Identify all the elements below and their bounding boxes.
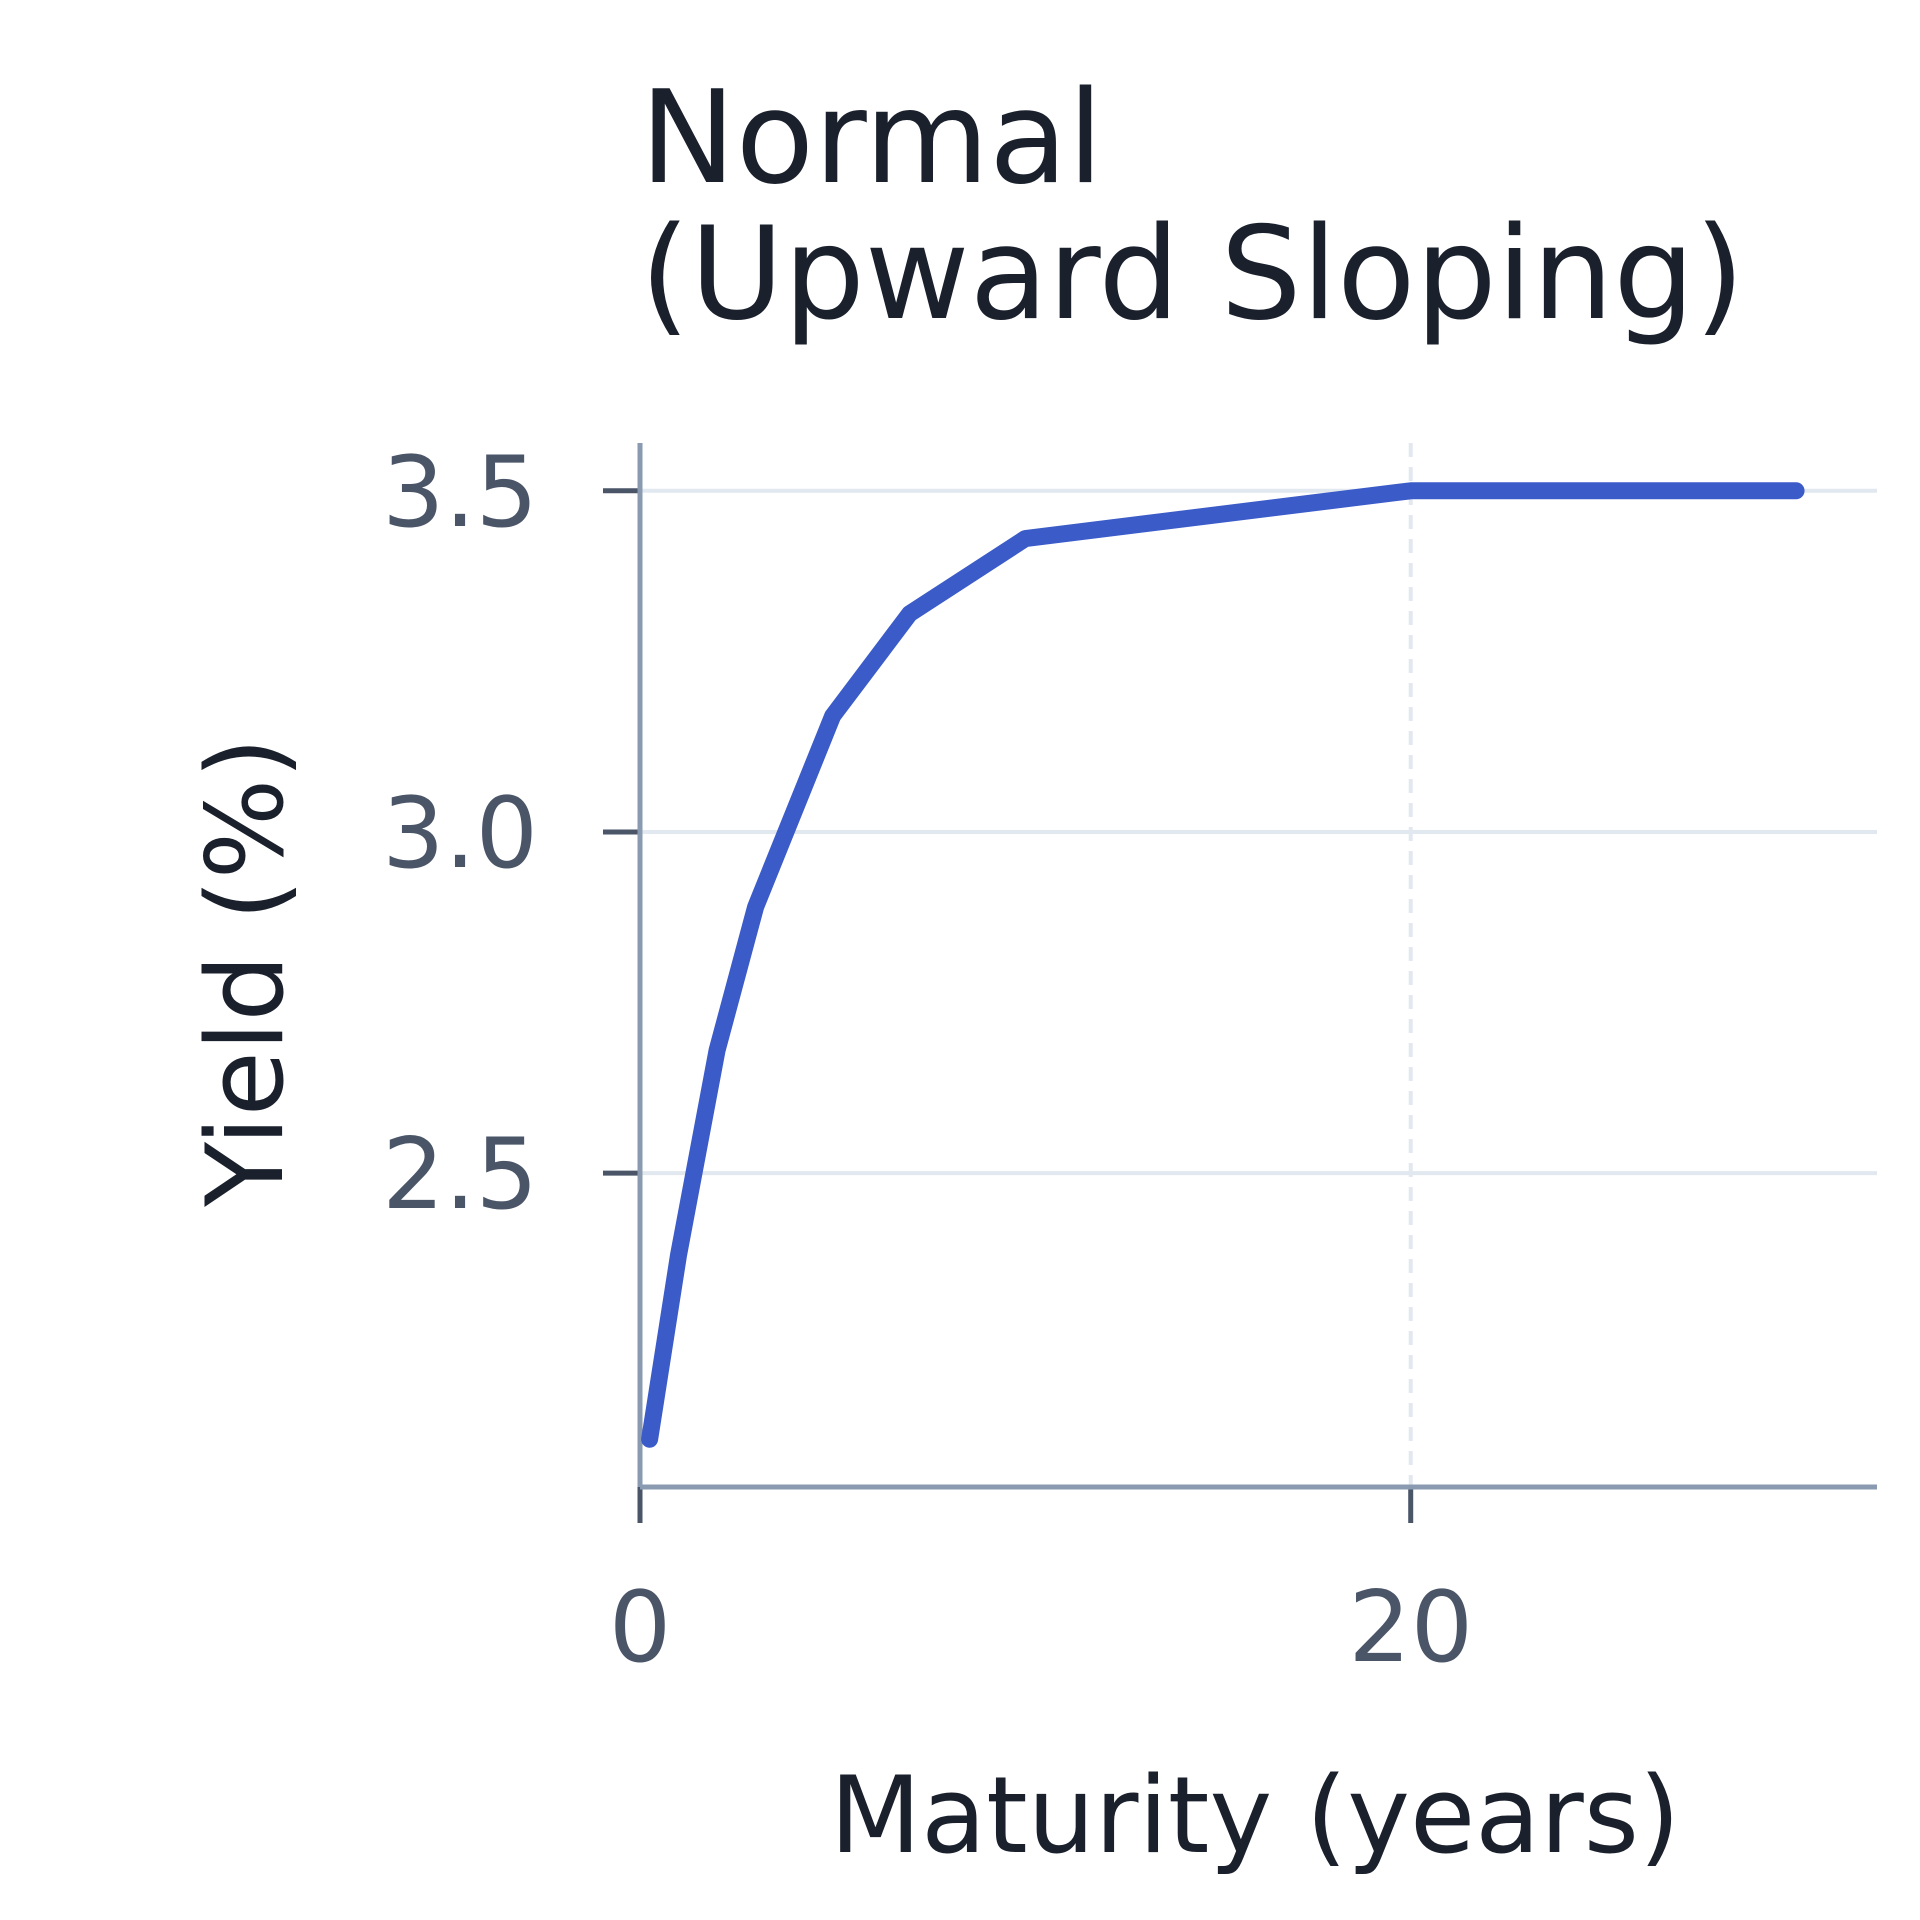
y-tick-label: 3.0	[382, 777, 538, 891]
chart-title: Normal	[640, 64, 1103, 213]
data-line	[641, 482, 1805, 1448]
x-tick-label: 0	[609, 1571, 671, 1685]
chart-title: (Upward Sloping)	[640, 200, 1745, 349]
y-tick-label: 2.5	[382, 1118, 538, 1232]
y-axis-label: Yield (%)	[184, 737, 307, 1208]
y-tick-label: 3.5	[382, 436, 538, 550]
x-axis-label: Maturity (years)	[830, 1754, 1681, 1877]
x-tick-label: 20	[1348, 1571, 1473, 1685]
